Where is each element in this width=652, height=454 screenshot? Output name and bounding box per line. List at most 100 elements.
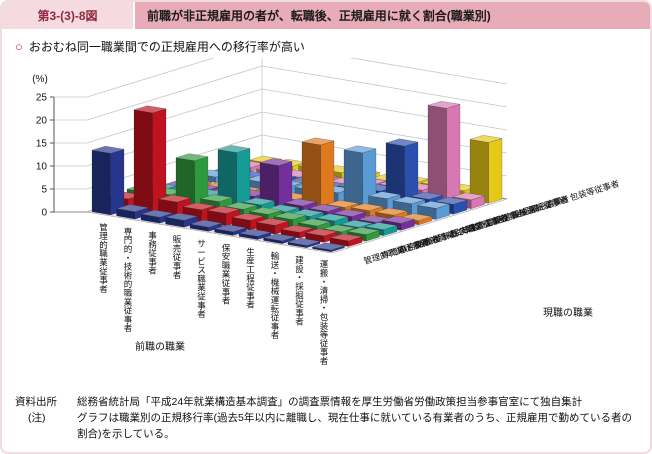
notes: 資料出所 総務省統計局「平成24年就業構造基本調査」の調査票情報を厚生労働省労働… (15, 395, 642, 442)
x-category-label: 事務従事者 (148, 230, 157, 275)
bar (364, 222, 398, 230)
bar (417, 200, 450, 209)
bar (249, 207, 282, 215)
y-tick-label: 20 (36, 116, 48, 127)
x-category-label: 運搬・清掃・包装等従事者 (320, 259, 329, 366)
bar (189, 219, 223, 228)
bullet-circle-icon: ○ (15, 39, 23, 54)
bar (343, 145, 377, 154)
y-axis-unit: (%) (32, 74, 48, 85)
bar (446, 104, 461, 205)
bar (207, 206, 240, 214)
bar (427, 105, 447, 205)
x-category-label: 管理的職業従事者 (99, 222, 108, 294)
bar (326, 200, 359, 208)
bar (350, 203, 384, 211)
bar (280, 224, 314, 233)
bar (333, 209, 366, 217)
bar (452, 192, 485, 201)
bar (224, 202, 258, 210)
y-tick-label: 5 (41, 185, 47, 196)
chart-area: 0 5 10 15 20 25 (%) 管理的職業従事者 専門的・技術的職業従事者 事務従事者 販売… (2, 42, 650, 394)
note-label: (注) (28, 411, 46, 424)
bar (301, 137, 335, 146)
bar (320, 140, 335, 209)
x-category-label: サービス職業従事者 (197, 239, 206, 319)
bar (133, 105, 167, 114)
figure-number: 第3-(3)-8図 (2, 2, 135, 29)
z-axis-title: 現職の職業 (543, 306, 593, 319)
bar (140, 209, 174, 218)
bar (340, 219, 373, 228)
bar (263, 233, 296, 242)
bar (175, 153, 209, 162)
note-row: (注) グラフは職業別の正規移行率(過去5年以内に離職し、現在仕事に就いている有… (15, 411, 642, 443)
bar (91, 149, 111, 216)
bar (434, 196, 468, 205)
x-category-label: 生産工程従事者 (246, 247, 255, 310)
bar (301, 141, 321, 209)
bar (308, 204, 342, 212)
x-category-label: 建設・採掘従事者 (295, 255, 304, 327)
bar (347, 227, 380, 235)
bar (488, 138, 503, 204)
figure-header: 第3-(3)-8図 前職が非正規雇用の者が、転職後、正規雇用に就く割合(職業別) (2, 2, 650, 29)
bar (427, 100, 461, 109)
bar (315, 213, 349, 222)
bar (200, 194, 233, 202)
bar (287, 237, 321, 246)
bar (329, 233, 363, 242)
source-row: 資料出所 総務省統計局「平成24年就業構造基本調査」の調査票情報を厚生労働省労働… (15, 395, 642, 411)
y-tick-label: 25 (36, 93, 48, 104)
bar (165, 212, 198, 221)
bar (375, 207, 408, 216)
y-tick-label: 15 (36, 139, 48, 150)
bar (469, 135, 503, 143)
bar (91, 145, 125, 154)
gridline (54, 88, 508, 144)
bar (259, 158, 293, 166)
gridline (54, 65, 508, 121)
bar (284, 198, 317, 207)
bar (217, 145, 251, 153)
key-point: ○ おおむね同一職業間での正規雇用への移行率が高い (15, 38, 305, 55)
x-category-label: 輸送・機械運転従事者 (271, 251, 280, 340)
bar (182, 202, 216, 211)
z-category-label: 運搬・清掃・包装等従事者 (520, 178, 621, 218)
bar (133, 109, 153, 214)
bar (231, 212, 265, 221)
bar (242, 197, 275, 206)
bar (256, 217, 289, 226)
3d-bar-chart: 0 5 10 15 20 25 (%) 管理的職業従事者 専門的・技術的職業従事者 事務従事者 販売… (32, 42, 621, 366)
y-tick-label: 0 (41, 208, 47, 219)
x-category-label: 保安職業従事者 (222, 243, 231, 306)
x-axis-title: 前職の職業 (135, 340, 185, 353)
bar (116, 204, 149, 212)
bar (214, 224, 247, 233)
bar (158, 194, 191, 203)
x-category-label: 販売従事者 (173, 235, 182, 280)
gridline (54, 134, 508, 190)
bar (273, 212, 307, 220)
gridline (54, 42, 508, 98)
bar (305, 228, 338, 237)
bar (382, 215, 415, 224)
x-category-label: 専門的・技術的職業従事者 (124, 226, 133, 333)
bar (410, 191, 443, 200)
bar (385, 138, 419, 147)
figure-title: 前職が非正規雇用の者が、転職後、正規雇用に就く割合(職業別) (135, 2, 650, 29)
gridline (54, 111, 508, 167)
bar (298, 218, 331, 227)
source-text: 総務省統計局「平成24年就業構造基本調査」の調査票情報を厚生労働省労働政策担当参… (77, 396, 583, 408)
bar (322, 224, 356, 233)
bar (343, 149, 363, 208)
bar (312, 242, 345, 251)
y-tick-label: 10 (36, 162, 48, 173)
bar (238, 228, 272, 237)
bar (110, 148, 125, 216)
key-point-text: おおむね同一職業間での正規雇用への移行率が高い (28, 40, 305, 54)
note-text: グラフは職業別の正規移行率(過去5年以内に離職し、現在仕事に就いている有業者のう… (77, 411, 633, 440)
bar (392, 196, 426, 205)
source-label: 資料出所 (15, 396, 57, 408)
